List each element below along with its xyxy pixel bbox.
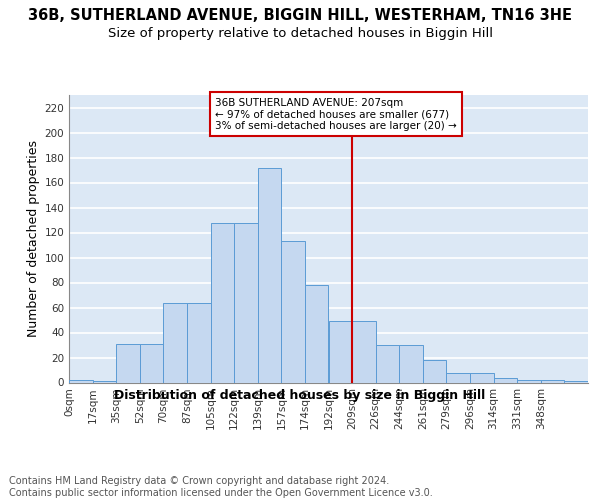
Text: Distribution of detached houses by size in Biggin Hill: Distribution of detached houses by size …: [115, 389, 485, 402]
Bar: [541, 380, 565, 382]
Text: 36B SUTHERLAND AVENUE: 207sqm
← 97% of detached houses are smaller (677)
3% of s: 36B SUTHERLAND AVENUE: 207sqm ← 97% of d…: [215, 98, 457, 130]
Bar: [376, 345, 399, 383]
Y-axis label: Number of detached properties: Number of detached properties: [27, 140, 40, 337]
Bar: [446, 372, 470, 382]
Bar: [305, 285, 329, 382]
Bar: [352, 322, 376, 382]
Text: Contains HM Land Registry data © Crown copyright and database right 2024.
Contai: Contains HM Land Registry data © Crown c…: [9, 476, 433, 498]
Bar: [423, 360, 446, 382]
Bar: [69, 380, 92, 382]
Bar: [281, 242, 305, 382]
Bar: [163, 302, 187, 382]
Bar: [565, 381, 588, 382]
Bar: [92, 381, 116, 382]
Bar: [494, 378, 517, 382]
Bar: [211, 222, 234, 382]
Bar: [234, 222, 258, 382]
Bar: [329, 322, 352, 382]
Bar: [116, 344, 140, 383]
Bar: [140, 344, 163, 383]
Bar: [399, 345, 423, 383]
Bar: [258, 168, 281, 382]
Bar: [470, 372, 494, 382]
Text: Size of property relative to detached houses in Biggin Hill: Size of property relative to detached ho…: [107, 28, 493, 40]
Bar: [187, 302, 211, 382]
Text: 36B, SUTHERLAND AVENUE, BIGGIN HILL, WESTERHAM, TN16 3HE: 36B, SUTHERLAND AVENUE, BIGGIN HILL, WES…: [28, 8, 572, 22]
Bar: [517, 380, 541, 382]
